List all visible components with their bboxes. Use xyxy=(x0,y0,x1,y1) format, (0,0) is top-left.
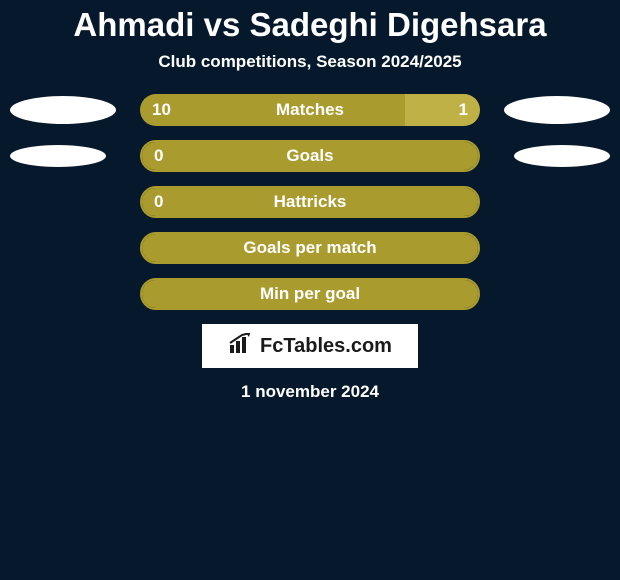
ellipse-right xyxy=(504,96,610,124)
player2-name: Sadeghi Digehsara xyxy=(249,6,546,43)
brand-text: FcTables.com xyxy=(260,335,392,358)
bar-label: Hattricks xyxy=(142,192,478,212)
bar-track: Goals per match xyxy=(140,232,480,264)
stat-row-hattricks: Hattricks0 xyxy=(0,186,620,218)
bar-track: Hattricks0 xyxy=(140,186,480,218)
comparison-infographic: Ahmadi vs Sadeghi Digehsara Club competi… xyxy=(0,0,620,580)
chart-icon xyxy=(228,333,254,359)
stat-rows: Matches101Goals0Hattricks0Goals per matc… xyxy=(0,94,620,310)
bar-value-right: 1 xyxy=(459,100,468,120)
bar-label: Goals xyxy=(142,146,478,166)
ellipse-left xyxy=(10,145,106,167)
bar-value-left: 0 xyxy=(154,146,163,166)
bar-track: Min per goal xyxy=(140,278,480,310)
bar-label: Goals per match xyxy=(142,238,478,258)
stat-row-matches: Matches10 1 xyxy=(0,94,620,126)
stat-row-goals: Goals0 xyxy=(0,140,620,172)
ellipse-right xyxy=(514,145,610,167)
bar-label: Min per goal xyxy=(142,284,478,304)
title-vs: vs xyxy=(204,6,241,43)
bar-track: Matches10 1 xyxy=(140,94,480,126)
date-text: 1 november 2024 xyxy=(0,382,620,402)
stat-row-gpm: Goals per match xyxy=(0,232,620,264)
brand-box: FcTables.com xyxy=(202,324,418,368)
bar-value-left: 0 xyxy=(154,192,163,212)
title: Ahmadi vs Sadeghi Digehsara xyxy=(0,0,620,44)
subtitle: Club competitions, Season 2024/2025 xyxy=(0,52,620,72)
bar-track: Goals0 xyxy=(140,140,480,172)
bar-value-left: 10 xyxy=(152,100,171,120)
player1-name: Ahmadi xyxy=(73,6,194,43)
ellipse-left xyxy=(10,96,116,124)
stat-row-mpg: Min per goal xyxy=(0,278,620,310)
bar-label: Matches xyxy=(140,100,480,120)
